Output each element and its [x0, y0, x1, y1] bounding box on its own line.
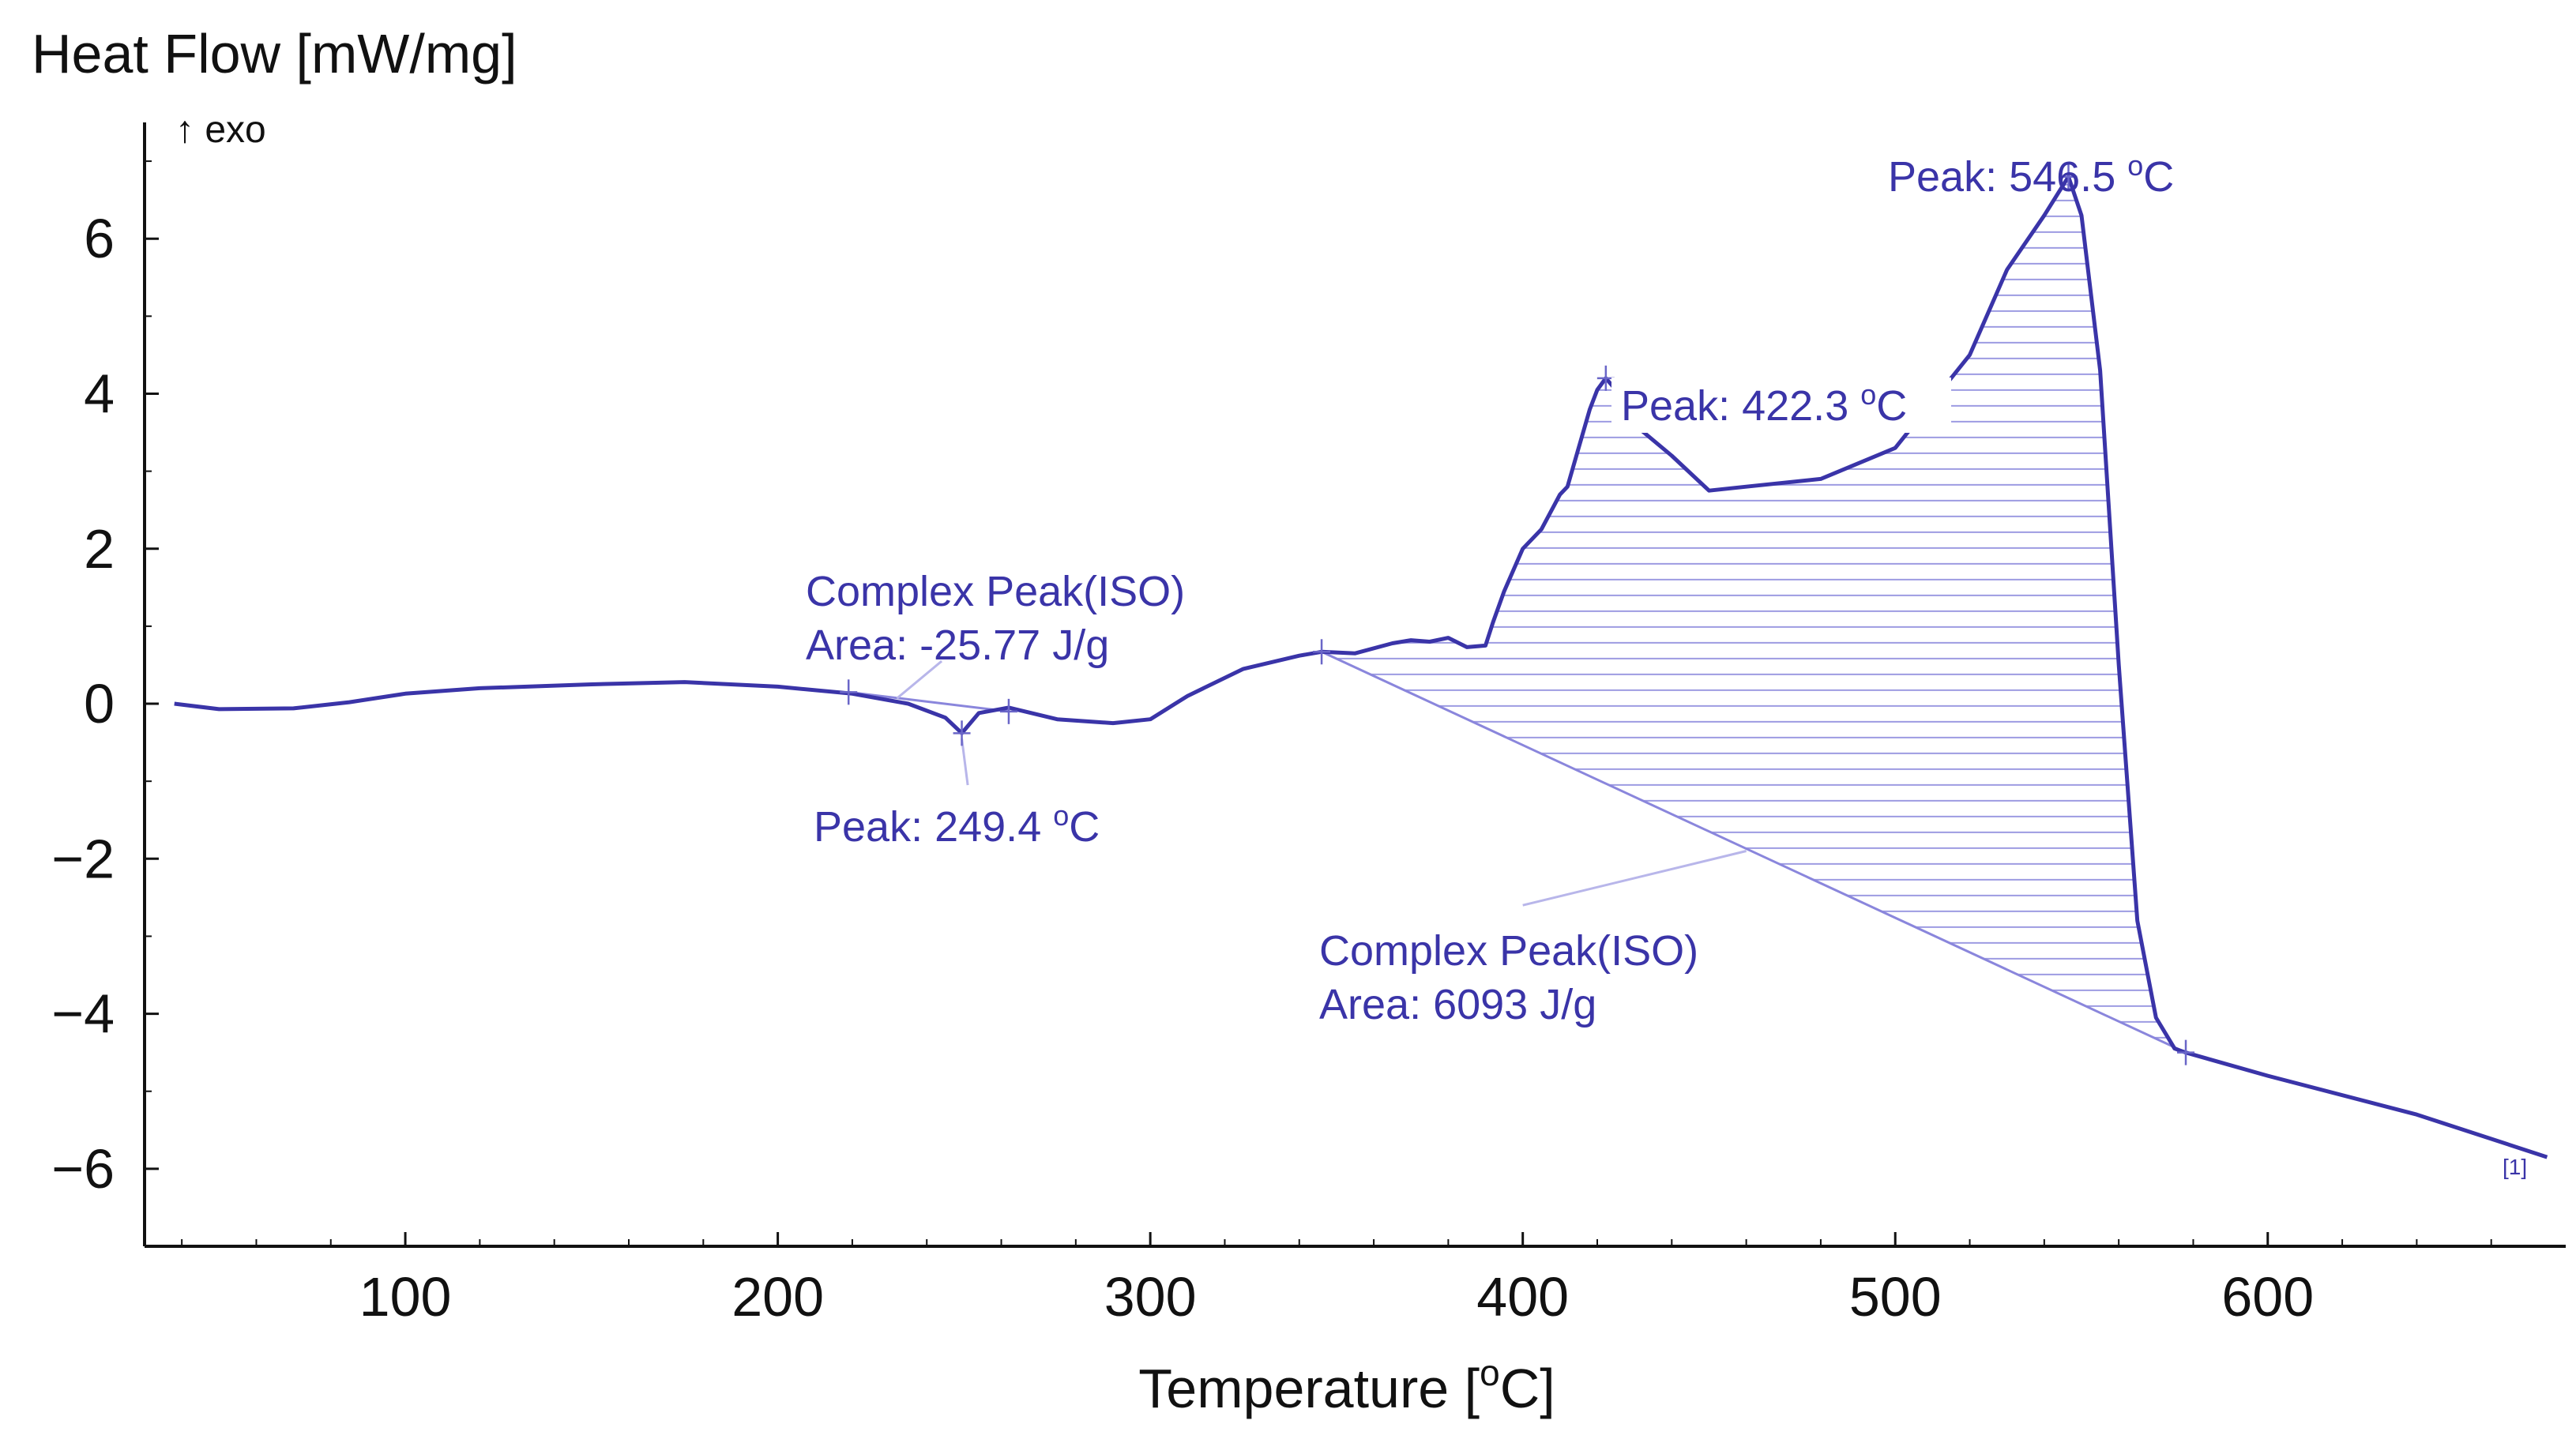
- x-minor-ticks: [181, 1239, 2492, 1246]
- y-minor-ticks: [145, 160, 152, 1247]
- y-tick-label-5: −4: [51, 983, 115, 1045]
- x-tick-label-200: 200: [731, 1266, 824, 1328]
- annotation-complex2-bg: [1311, 924, 1769, 1035]
- annotation-peak3-unit: C: [2143, 153, 2174, 201]
- baseline-1: [848, 690, 1010, 713]
- marker-3: [1313, 639, 1331, 665]
- peak-area-hatching: [1322, 183, 2186, 1039]
- annotation-complex1-area: Area: -25.77 J/g: [806, 622, 1109, 669]
- marker-6: [2177, 1039, 2195, 1065]
- marker-1: [953, 720, 971, 746]
- peak-markers: [840, 163, 2195, 1065]
- y-ticks: 6 4 2 0 −2 −4 −6: [51, 208, 159, 1200]
- y-axis-label: Heat Flow [mW/mg]: [32, 23, 517, 85]
- x-tick-label-600: 600: [2221, 1266, 2314, 1328]
- baselines: [848, 650, 2187, 1054]
- x-tick-label-500: 500: [1849, 1266, 1942, 1328]
- curve-tag: [1]: [2503, 1155, 2527, 1179]
- x-ticks: 100 200 300 400 500 600: [359, 1232, 2314, 1328]
- leader-peak1: [961, 738, 969, 786]
- annotation-peak3-sup: o: [2127, 149, 2143, 182]
- marker-2: [999, 698, 1017, 724]
- annotation-peak1-unit: C: [1069, 803, 1100, 851]
- annotation-complex2-title: Complex Peak(ISO): [1319, 927, 1698, 975]
- exo-label: ↑ exo: [175, 109, 266, 151]
- annotation-peak1-text: Peak: 249.4: [814, 803, 1053, 851]
- annotation-peak2-unit: C: [1876, 382, 1907, 430]
- annotation-peak3: Peak: 546.5 oC: [1888, 149, 2174, 201]
- marker-5: [2059, 163, 2078, 190]
- dsc-curve: [174, 175, 2548, 1159]
- annotation-peak3-text: Peak: 546.5: [1888, 153, 2127, 201]
- x-axis-label-main: Temperature [: [1138, 1358, 1480, 1419]
- annotation-complex1-title: Complex Peak(ISO): [806, 568, 1185, 615]
- x-axis-label-sup: o: [1480, 1352, 1500, 1393]
- baseline-2: [1321, 650, 2187, 1054]
- x-axis-label-tail: C]: [1500, 1358, 1555, 1419]
- annotation-peak2: Peak: 422.3 oC: [1621, 378, 1907, 430]
- y-tick-label-1: 4: [84, 363, 115, 424]
- leader-complex1: [896, 659, 943, 700]
- x-tick-label-400: 400: [1476, 1266, 1569, 1328]
- x-tick-label-300: 300: [1104, 1266, 1197, 1328]
- x-axis-label: Temperature [oC]: [1138, 1352, 1555, 1419]
- y-tick-label-2: 2: [84, 518, 115, 580]
- annotation-peak1: Peak: 249.4 oC: [814, 799, 1100, 851]
- annotation-peak2-bg: [1611, 378, 1951, 433]
- annotation-peak2-text: Peak: 422.3: [1621, 382, 1860, 430]
- y-tick-label-3: 0: [84, 673, 115, 735]
- x-tick-label-100: 100: [359, 1266, 452, 1328]
- marker-0: [840, 679, 858, 705]
- y-tick-label-0: 6: [84, 208, 115, 269]
- annotation-complex2-area: Area: 6093 J/g: [1319, 981, 1596, 1028]
- annotation-peak1-sup: o: [1053, 799, 1069, 832]
- y-tick-label-6: −6: [51, 1138, 115, 1200]
- annotation-leaders: [896, 659, 1747, 907]
- leader-complex2: [1522, 850, 1747, 907]
- y-tick-label-4: −2: [51, 828, 115, 889]
- annotation-peak2-sup: o: [1860, 378, 1876, 411]
